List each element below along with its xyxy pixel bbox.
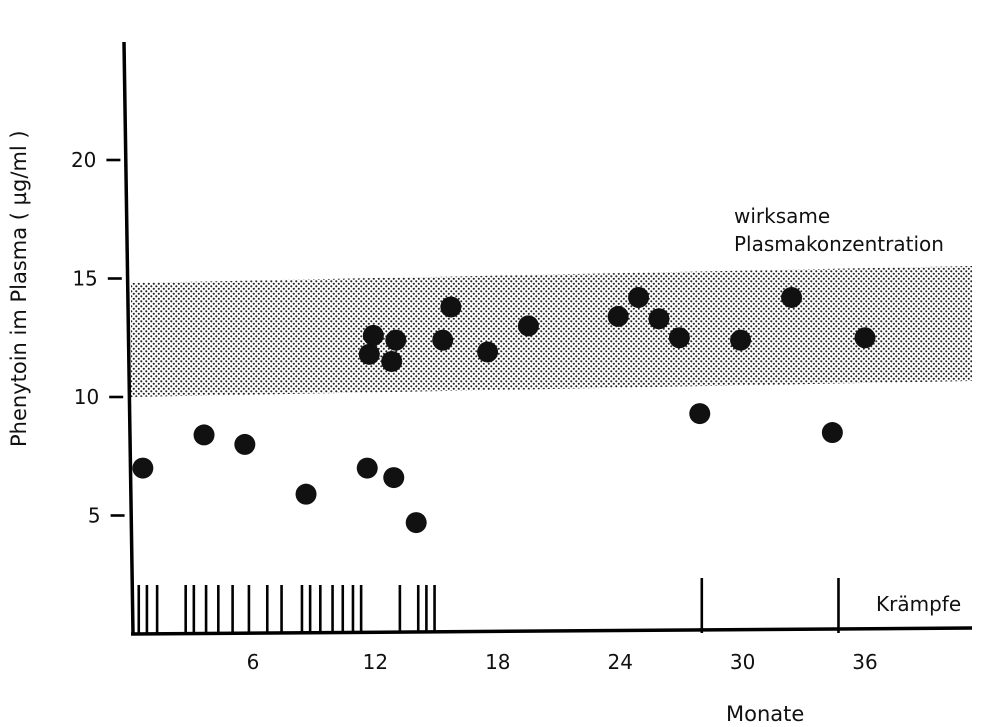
x-ticks: 6 12 18 24 30 36: [247, 650, 878, 674]
data-point: [440, 296, 462, 318]
y-tick-label: 20: [71, 148, 96, 172]
data-point: [689, 403, 711, 425]
data-point: [383, 467, 405, 489]
x-tick-label: 24: [607, 650, 632, 674]
x-axis-label: Monate: [726, 702, 804, 726]
data-point: [356, 457, 378, 479]
y-tick-label: 5: [88, 504, 101, 528]
data-point: [821, 422, 843, 444]
data-point: [730, 329, 752, 351]
data-point: [385, 329, 407, 351]
data-point: [132, 457, 154, 479]
data-point: [648, 308, 670, 330]
y-ticks: 5 10 15 20: [71, 148, 125, 528]
data-point: [193, 424, 215, 446]
data-points: [132, 286, 876, 534]
data-point: [295, 483, 317, 505]
y-axis-line: [122, 41, 135, 635]
data-point: [381, 350, 403, 372]
data-point: [607, 305, 629, 327]
x-axis-line: [130, 626, 973, 636]
data-point: [668, 327, 690, 349]
band-label-line2: Plasmakonzentration: [734, 232, 944, 256]
data-point: [432, 329, 454, 351]
seizure-markers: [137, 578, 840, 633]
effective-range-band: [131, 266, 972, 397]
y-tick-label: 10: [74, 385, 99, 409]
data-point: [362, 324, 384, 346]
x-tick-label: 6: [247, 650, 260, 674]
data-point: [854, 327, 876, 349]
band-label-line1: wirksame: [734, 204, 830, 228]
seizures-label: Krämpfe: [876, 592, 961, 616]
x-tick-label: 12: [363, 650, 388, 674]
x-tick-label: 36: [852, 650, 877, 674]
x-tick-label: 30: [730, 650, 755, 674]
data-point: [628, 286, 650, 308]
data-point: [517, 315, 539, 337]
data-point: [234, 433, 256, 455]
y-axis-label: Phenytoin im Plasma ( µg/ml ): [7, 130, 31, 447]
data-point: [358, 343, 380, 365]
x-tick-label: 18: [485, 650, 510, 674]
data-point: [405, 512, 427, 534]
data-point: [781, 286, 803, 308]
data-point: [477, 341, 499, 363]
y-tick-label: 15: [72, 267, 97, 291]
